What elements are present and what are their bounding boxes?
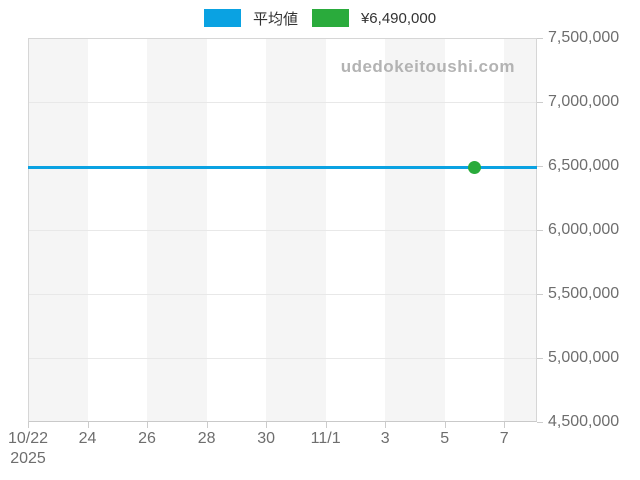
chart-legend: 平均値 ¥6,490,000 — [0, 7, 640, 29]
y-axis-tick — [537, 230, 543, 231]
y-axis-tick — [537, 38, 543, 39]
average-price-line — [28, 165, 537, 169]
y-axis-label: 6,000,000 — [548, 221, 620, 238]
x-axis-label: 3 — [380, 430, 390, 447]
y-axis-label: 7,500,000 — [548, 29, 620, 46]
y-axis-tick — [537, 294, 543, 295]
x-axis-tick — [325, 422, 327, 428]
x-axis-label: 11/1 — [310, 430, 341, 447]
x-axis-tick — [385, 422, 387, 428]
y-axis-label: 5,500,000 — [548, 285, 620, 302]
y-axis-tick — [537, 422, 543, 423]
legend-label-average[interactable]: 平均値 — [252, 10, 298, 28]
y-axis-label: 7,000,000 — [548, 93, 620, 110]
x-axis-tick — [28, 422, 29, 428]
x-axis-tick — [87, 422, 89, 428]
y-axis-label: 6,500,000 — [548, 157, 620, 174]
watermark: udedokeitoushi.com — [340, 57, 515, 76]
legend-swatch-average[interactable] — [203, 9, 241, 27]
y-axis-label: 5,000,000 — [548, 349, 620, 366]
x-axis-label: 10/22 — [7, 430, 49, 447]
x-axis-tick — [444, 422, 446, 428]
y-axis-label: 4,500,000 — [548, 413, 620, 430]
latest-price-point — [467, 160, 481, 174]
y-axis-tick — [537, 166, 543, 167]
y-gridline — [28, 358, 537, 359]
x-axis-label: 26 — [138, 430, 156, 447]
y-gridline — [28, 230, 537, 231]
legend-label-current-price[interactable]: ¥6,490,000 — [360, 9, 437, 27]
x-axis-label: 5 — [440, 430, 450, 447]
legend-swatch-current-price[interactable] — [311, 9, 349, 27]
y-axis-tick — [537, 358, 543, 359]
x-axis-tick — [504, 422, 506, 428]
x-axis-tick — [266, 422, 268, 428]
y-axis-tick — [537, 102, 543, 103]
x-axis-year-label: 2025 — [10, 450, 46, 467]
x-axis-label: 28 — [197, 430, 216, 447]
y-gridline — [28, 102, 537, 103]
plot-frame — [28, 38, 537, 422]
x-axis-label: 24 — [78, 430, 97, 447]
x-axis-tick — [147, 422, 149, 428]
x-axis-label: 30 — [257, 430, 276, 447]
x-axis-tick — [206, 422, 208, 428]
x-axis-label: 7 — [499, 430, 509, 447]
y-gridline — [28, 294, 537, 295]
